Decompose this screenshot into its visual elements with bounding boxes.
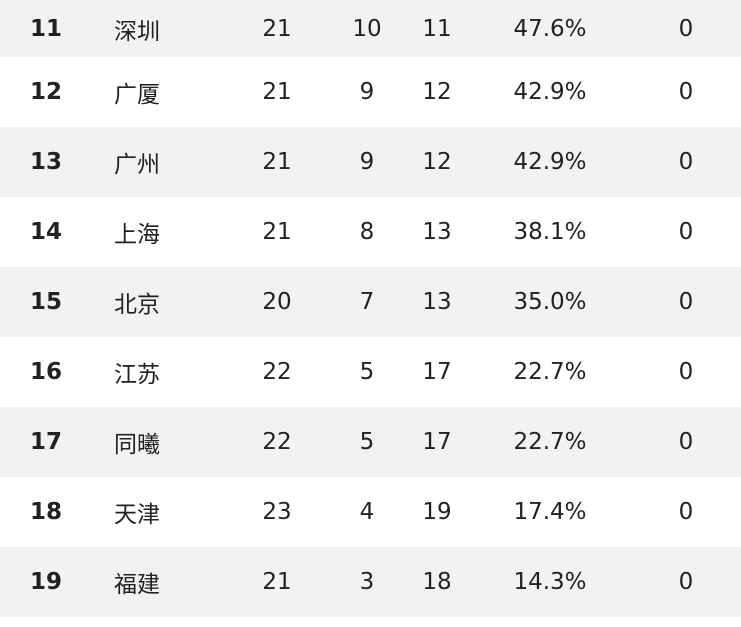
games-cell: 22	[262, 429, 292, 455]
team-cell: 福建	[114, 572, 160, 598]
team-cell: 江苏	[114, 362, 160, 388]
wins-cell: 5	[359, 429, 375, 455]
table-row: 13 广州 21 9 12 42.9% 0	[0, 127, 741, 197]
games-cell: 21	[262, 149, 292, 175]
wins-cell: 9	[359, 79, 375, 105]
wins-cell: 3	[359, 569, 375, 595]
games-behind-cell: 0	[678, 359, 694, 385]
wins-cell: 7	[359, 289, 375, 315]
wins-cell: 10	[352, 15, 382, 42]
games-cell: 22	[262, 359, 292, 385]
win-pct-cell: 47.6%	[513, 15, 587, 42]
games-cell: 21	[262, 79, 292, 105]
table-row: 19 福建 21 3 18 14.3% 0	[0, 547, 741, 617]
team-cell: 上海	[114, 222, 160, 248]
rank-cell: 17	[29, 429, 62, 455]
losses-cell: 17	[422, 359, 452, 385]
win-pct-cell: 38.1%	[513, 219, 587, 245]
team-cell: 广州	[114, 152, 160, 178]
games-behind-cell: 0	[678, 429, 694, 455]
team-cell: 深圳	[114, 18, 160, 45]
wins-cell: 9	[359, 149, 375, 175]
win-pct-cell: 22.7%	[513, 359, 587, 385]
table-row: 14 上海 21 8 13 38.1% 0	[0, 197, 741, 267]
games-behind-cell: 0	[678, 149, 694, 175]
rank-cell: 15	[29, 289, 62, 315]
games-cell: 21	[262, 569, 292, 595]
games-cell: 20	[262, 289, 292, 315]
win-pct-cell: 22.7%	[513, 429, 587, 455]
games-cell: 21	[262, 15, 292, 42]
table-row: 18 天津 23 4 19 17.4% 0	[0, 477, 741, 547]
games-cell: 23	[262, 499, 292, 525]
games-behind-cell: 0	[678, 79, 694, 105]
losses-cell: 19	[422, 499, 452, 525]
table-row: 12 广厦 21 9 12 42.9% 0	[0, 57, 741, 127]
games-behind-cell: 0	[678, 219, 694, 245]
games-behind-cell: 0	[678, 499, 694, 525]
rank-cell: 14	[29, 219, 62, 245]
rank-cell: 18	[29, 499, 62, 525]
rank-cell: 12	[29, 79, 62, 105]
losses-cell: 12	[422, 79, 452, 105]
table-row: 11 深圳 21 10 11 47.6% 0	[0, 0, 741, 57]
win-pct-cell: 35.0%	[513, 289, 587, 315]
table-row: 16 江苏 22 5 17 22.7% 0	[0, 337, 741, 407]
win-pct-cell: 42.9%	[513, 79, 587, 105]
rank-cell: 19	[29, 569, 62, 595]
losses-cell: 18	[422, 569, 452, 595]
losses-cell: 12	[422, 149, 452, 175]
team-cell: 同曦	[114, 432, 160, 458]
wins-cell: 8	[359, 219, 375, 245]
team-cell: 天津	[114, 502, 160, 528]
rank-cell: 11	[29, 15, 62, 42]
wins-cell: 4	[359, 499, 375, 525]
rank-cell: 13	[29, 149, 62, 175]
games-behind-cell: 0	[678, 569, 694, 595]
rank-cell: 16	[29, 359, 62, 385]
table-row: 15 北京 20 7 13 35.0% 0	[0, 267, 741, 337]
wins-cell: 5	[359, 359, 375, 385]
win-pct-cell: 14.3%	[513, 569, 587, 595]
losses-cell: 11	[422, 15, 452, 42]
games-behind-cell: 0	[678, 15, 694, 42]
team-cell: 广厦	[114, 82, 160, 108]
win-pct-cell: 42.9%	[513, 149, 587, 175]
table-row: 17 同曦 22 5 17 22.7% 0	[0, 407, 741, 477]
losses-cell: 13	[422, 219, 452, 245]
games-cell: 21	[262, 219, 292, 245]
losses-cell: 17	[422, 429, 452, 455]
games-behind-cell: 0	[678, 289, 694, 315]
team-cell: 北京	[114, 292, 160, 318]
win-pct-cell: 17.4%	[513, 499, 587, 525]
losses-cell: 13	[422, 289, 452, 315]
